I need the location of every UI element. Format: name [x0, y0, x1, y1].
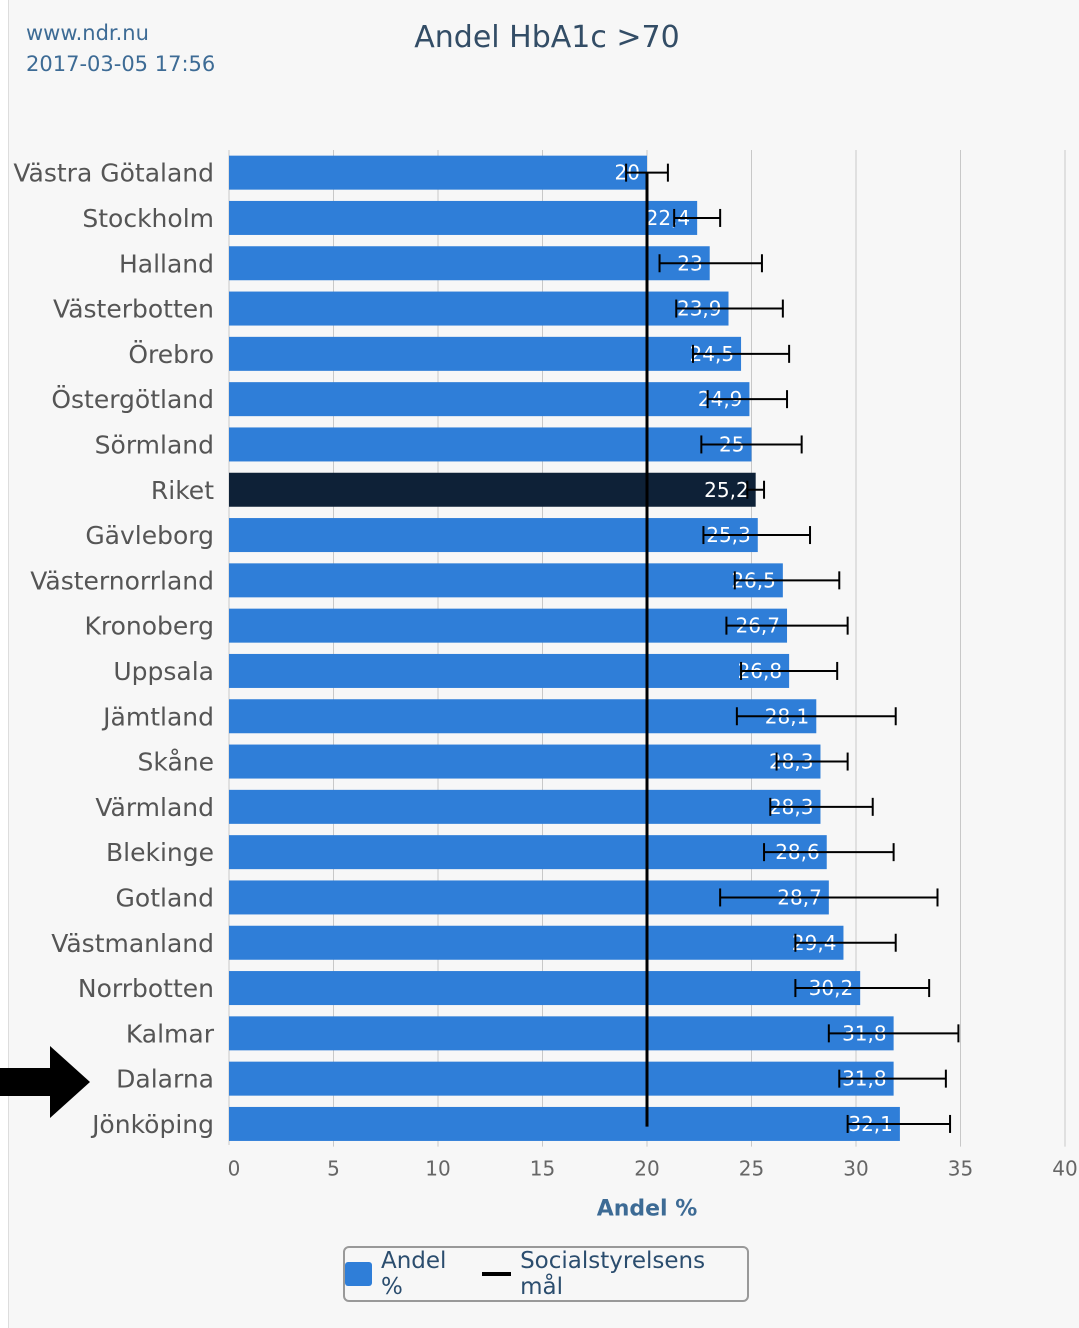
category-label: Västernorrland: [30, 566, 214, 595]
x-tick-label: 35: [948, 1157, 973, 1181]
bar-kalmar[interactable]: [229, 1016, 894, 1051]
category-label: Östergötland: [51, 385, 214, 414]
bar-stockholm[interactable]: [229, 200, 698, 235]
category-label: Norrbotten: [78, 974, 214, 1003]
blue-box-icon: [345, 1262, 372, 1286]
category-label: Uppsala: [113, 657, 214, 686]
x-axis-title: Andel %: [597, 1197, 698, 1222]
bar-vastmanland[interactable]: [229, 925, 844, 960]
category-label: Västerbotten: [53, 295, 214, 324]
category-label: Sörmland: [95, 430, 214, 459]
bar-dalarna[interactable]: [229, 1061, 894, 1096]
legend-label-andel: Andel %: [380, 1248, 447, 1300]
arrow-right-icon: [0, 1046, 90, 1118]
x-tick-label: 40: [1052, 1157, 1077, 1181]
error-bars: [625, 163, 960, 1133]
category-label: Gävleborg: [85, 521, 214, 550]
category-label: Örebro: [128, 340, 214, 369]
timestamp: 2017-03-05 17:56: [26, 52, 216, 76]
bar-uppsala[interactable]: [229, 653, 790, 688]
legend-label-target: Socialstyrelsens mål: [520, 1248, 706, 1300]
chart-title: Andel HbA1c >70: [414, 20, 680, 55]
x-tick-label: 25: [739, 1157, 764, 1181]
category-label: Kronoberg: [84, 612, 214, 641]
bar-vasterbotten[interactable]: [229, 291, 729, 326]
x-tick-labels: 0 5 10 15 20 25 30 35 40: [228, 1157, 1078, 1181]
bar-skane[interactable]: [229, 744, 821, 779]
bar-chart: 2022,42323,924,524,92525,225,326,526,726…: [13, 150, 1078, 1222]
category-label: Riket: [151, 476, 214, 505]
category-label: Kalmar: [126, 1019, 215, 1048]
bar-riket[interactable]: [229, 472, 756, 507]
x-tick-label: 15: [530, 1157, 555, 1181]
legend-item-andel[interactable]: Andel %: [345, 1248, 472, 1300]
category-label: Västra Götaland: [13, 159, 214, 188]
category-label: Jönköping: [90, 1110, 214, 1139]
x-tick-label: 5: [327, 1157, 340, 1181]
bar-varmland[interactable]: [229, 789, 821, 824]
bar-blekinge[interactable]: [229, 835, 827, 870]
category-labels: Västra Götaland Stockholm Halland Västerbot…: [13, 159, 214, 1139]
bars: [229, 155, 900, 1141]
data-label: 25,2: [704, 478, 749, 502]
bar-halland[interactable]: [229, 246, 710, 281]
legend: Andel % Socialstyrelsens mål: [343, 1246, 749, 1302]
x-tick-label: 10: [425, 1157, 450, 1181]
bar-norrbotten[interactable]: [229, 971, 861, 1006]
legend-item-target[interactable]: Socialstyrelsens mål: [482, 1248, 747, 1300]
category-label: Blekinge: [106, 838, 214, 867]
source-info: www.ndr.nu 2017-03-05 17:56: [26, 18, 215, 80]
category-label: Dalarna: [116, 1065, 214, 1094]
category-label: Stockholm: [82, 204, 214, 233]
bar-sormland[interactable]: [229, 427, 752, 462]
site-url[interactable]: www.ndr.nu: [26, 21, 149, 45]
category-label: Gotland: [116, 883, 214, 912]
bar-ostergotland[interactable]: [229, 382, 750, 417]
bar-vasternorrland[interactable]: [229, 563, 783, 598]
bar-jamtland[interactable]: [229, 699, 817, 734]
bar-orebro[interactable]: [229, 336, 742, 371]
category-label: Halland: [119, 249, 214, 278]
category-label: Värmland: [95, 793, 214, 822]
category-label: Jämtland: [101, 702, 214, 731]
bar-jonkoping[interactable]: [229, 1106, 900, 1141]
bar-kronoberg[interactable]: [229, 608, 788, 643]
black-line-icon: [482, 1272, 512, 1276]
x-tick-label: 20: [634, 1157, 659, 1181]
x-tick-label: 30: [843, 1157, 868, 1181]
category-label: Västmanland: [51, 929, 214, 958]
bar-vastra-gotaland[interactable]: [229, 155, 647, 190]
category-label: Skåne: [138, 748, 214, 777]
x-tick-label: 0: [228, 1157, 241, 1181]
bar-gavleborg[interactable]: [229, 518, 758, 553]
